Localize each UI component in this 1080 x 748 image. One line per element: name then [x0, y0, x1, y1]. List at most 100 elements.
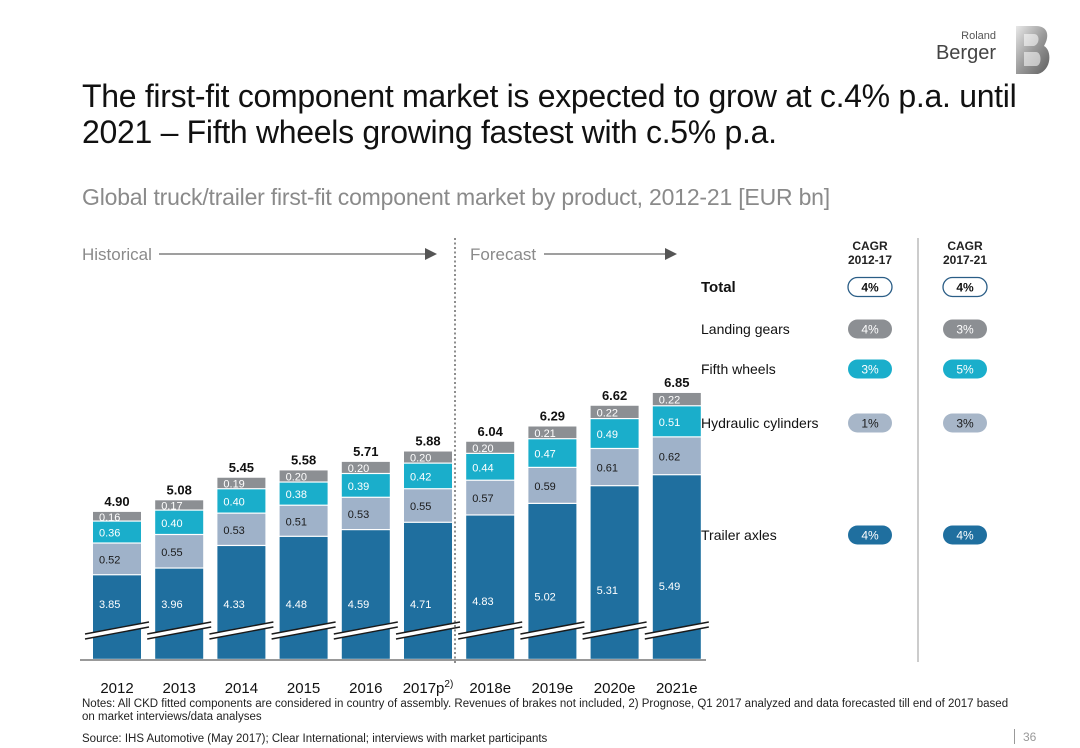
bar-value-label: 0.59: [534, 481, 555, 493]
bar-value-label: 0.22: [597, 407, 618, 419]
cagr-2017-21-trailer-axles-pill: [943, 525, 987, 545]
bar-value-label: 5.02: [534, 592, 555, 604]
bar-segment-hydraulic-cylinders-2020e: [590, 449, 639, 486]
bar-value-label: 0.55: [410, 501, 431, 513]
axis-break-line: [271, 626, 336, 640]
cagr-2017-21-total-pill: [942, 276, 988, 298]
category-superscript: 2): [444, 679, 453, 690]
axis-break-line: [147, 621, 212, 635]
bar-segment-hydraulic-cylinders-2012: [93, 543, 141, 575]
bar-total-label: 5.08: [167, 482, 192, 497]
axis-break-line: [458, 621, 523, 635]
cagr-2012-17-trailer-axles-value: 4%: [861, 529, 879, 543]
bar-value-label: 0.51: [659, 417, 680, 429]
labels-layer: 3.85 0.52 0.36 0.16 4.90 2012 3.96 0.55 0.40 0.17…: [82, 245, 698, 697]
axis-break-line: [644, 621, 709, 635]
legend-total: Total: [701, 279, 736, 296]
axis-break-line: [333, 626, 398, 640]
logo-b-icon: [1016, 26, 1050, 74]
axis-break-gap: [209, 622, 274, 639]
bar-segment-landing-gears-2014: [217, 477, 266, 489]
axis-break-gap: [271, 622, 336, 639]
axis-break-gap: [147, 622, 212, 639]
bar-segment-fifth-wheels-2014: [217, 489, 266, 513]
bar-value-label: 0.38: [286, 489, 307, 501]
cagr-2017-21-fifth-wheels-pill: [943, 359, 987, 379]
category-label: 2018e: [469, 680, 511, 697]
category-label: 2016: [349, 680, 382, 697]
bar-value-label: 3.85: [99, 599, 120, 611]
cagr-2012-17-fifth-wheels-value: 3%: [861, 363, 879, 377]
forecast-arrow-icon: [665, 248, 677, 260]
chart-subtitle: Global truck/trailer first-fit component…: [82, 184, 830, 210]
bar-value-label: 0.39: [348, 481, 369, 493]
bar-value-label: 3.96: [161, 599, 182, 611]
source-note: Source: IHS Automotive (May 2017); Clear…: [82, 733, 548, 745]
bars-layer: [80, 238, 709, 665]
bar-value-label: 0.17: [161, 501, 182, 513]
bar-value-label: 5.31: [597, 585, 618, 597]
category-label: 2014: [225, 680, 258, 697]
bar-segment-hydraulic-cylinders-2019e: [528, 467, 577, 503]
bar-segment-landing-gears-2016: [341, 461, 390, 473]
bar-segment-trailer-axles-2015: [279, 536, 328, 659]
bar-total-label: 5.45: [229, 460, 254, 475]
bar-segment-hydraulic-cylinders-2014: [217, 513, 266, 545]
legend-hydraulic-cylinders: Hydraulic cylinders: [701, 415, 818, 431]
cagr-2017-21-landing-gears-pill: [943, 319, 987, 339]
bar-value-label: 0.16: [99, 512, 120, 524]
axis-break-line: [395, 626, 461, 640]
bar-total-label: 6.62: [602, 388, 627, 403]
bar-value-label: 0.20: [348, 463, 369, 475]
cagr-2017-21-total-value: 4%: [956, 281, 974, 295]
bar-value-label: 0.53: [223, 525, 244, 537]
cagr-header-2: 2017-21: [943, 253, 987, 267]
bar-value-label: 0.44: [472, 462, 493, 474]
axis-break-gap: [582, 622, 647, 639]
category-label: 2019e: [532, 680, 574, 697]
historical-label: Historical: [82, 245, 152, 264]
logo-text-small: Roland: [961, 30, 996, 42]
bar-segment-trailer-axles-2013: [155, 568, 204, 659]
roland-berger-logo: Roland Berger: [936, 22, 1060, 78]
bar-segment-hydraulic-cylinders-2017p: [404, 489, 452, 522]
legend-landing-gears: Landing gears: [701, 321, 790, 337]
bar-value-label: 4.83: [472, 596, 493, 608]
axis-break-line: [84, 626, 150, 640]
bar-value-label: 4.71: [410, 599, 431, 611]
bar-segment-hydraulic-cylinders-2013: [155, 535, 204, 568]
axis-break-line: [520, 626, 585, 640]
category-label: 2013: [163, 680, 196, 697]
bar-segment-landing-gears-2012: [93, 511, 141, 521]
bar-total-label: 6.85: [664, 375, 689, 390]
bar-segment-landing-gears-2015: [279, 470, 328, 482]
axis-break-gap: [396, 622, 460, 639]
axis-break-line: [395, 621, 461, 635]
bar-value-label: 0.20: [410, 453, 431, 465]
axis-break-line: [520, 621, 585, 635]
bar-value-label: 0.19: [223, 479, 244, 491]
bar-segment-hydraulic-cylinders-2015: [279, 505, 328, 536]
bar-segment-hydraulic-cylinders-2021e: [652, 437, 701, 475]
bar-total-label: 4.90: [104, 494, 129, 509]
forecast-label: Forecast: [470, 245, 536, 264]
cagr-header-2: CAGR: [947, 239, 983, 253]
axis-break-line: [209, 621, 274, 635]
footnote: Notes: All CKD fitted components are con…: [82, 698, 1009, 723]
cagr-2017-21-hydraulic-cylinders-pill: [943, 413, 987, 433]
bar-segment-fifth-wheels-2020e: [590, 419, 639, 448]
cagr-2012-17-hydraulic-cylinders-value: 1%: [861, 417, 879, 431]
bar-segment-trailer-axles-2017p: [404, 522, 452, 659]
bar-value-label: 0.20: [286, 472, 307, 484]
axis-break-gap: [458, 622, 523, 639]
axis-break-line: [209, 626, 274, 640]
bar-total-label: 5.88: [415, 434, 440, 449]
bar-value-label: 0.20: [472, 443, 493, 455]
bar-total-label: 6.29: [540, 409, 565, 424]
cagr-2012-17-landing-gears-value: 4%: [861, 323, 879, 337]
bar-total-label: 5.58: [291, 452, 316, 467]
axis-break-line: [582, 626, 647, 640]
cagr-2012-17-total-pill: [847, 276, 893, 298]
bar-segment-fifth-wheels-2016: [341, 474, 390, 497]
bar-segment-hydraulic-cylinders-2016: [341, 497, 390, 530]
